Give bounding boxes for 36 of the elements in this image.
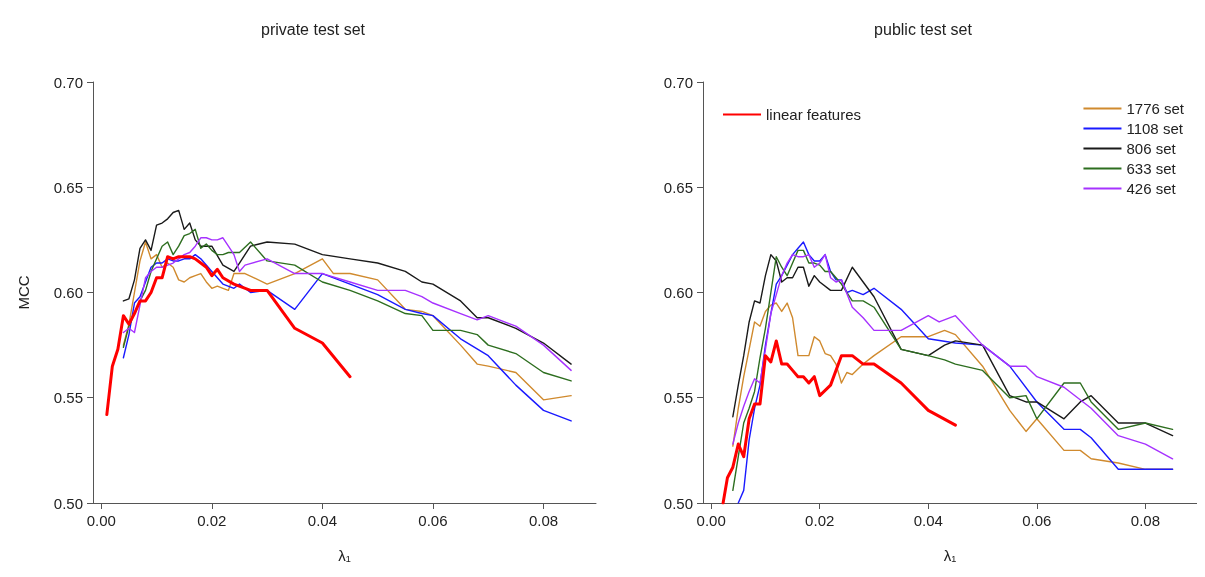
- y-tick-label: 0.65: [663, 178, 693, 196]
- line-series: [122, 209, 572, 365]
- legend-label: linear features: [766, 106, 862, 123]
- legend-label: 426 set: [1126, 180, 1177, 197]
- x-tick-label: 0.04: [307, 512, 337, 529]
- x-axis-title: λ₁: [338, 547, 351, 564]
- x-tick-label: 0.06: [418, 512, 448, 529]
- line-series: [105, 255, 352, 417]
- y-tick-label: 0.60: [53, 284, 83, 301]
- x-tick-label: 0.06: [1022, 512, 1052, 529]
- y-tick-label: 0.55: [53, 389, 83, 407]
- x-tick-label: 0.02: [805, 512, 835, 529]
- x-tick-label: 0.04: [913, 512, 943, 529]
- legend-label: 806 set: [1126, 140, 1177, 157]
- y-axis-title: MCC: [15, 275, 32, 310]
- x-tick-label: 0.00: [86, 512, 116, 529]
- y-tick-label: 0.60: [663, 284, 693, 301]
- x-tick-label: 0.00: [696, 512, 726, 529]
- y-tick-label: 0.70: [53, 73, 83, 91]
- x-tick-label: 0.08: [528, 512, 559, 529]
- y-tick-label: 0.50: [53, 494, 83, 512]
- y-tick-label: 0.55: [663, 389, 693, 407]
- x-tick-label: 0.08: [1130, 512, 1161, 529]
- line-series: [122, 253, 572, 422]
- x-axis-title: λ₁: [943, 547, 957, 564]
- x-tick-label: 0.02: [197, 512, 227, 529]
- line-series: [122, 241, 572, 401]
- legend-label: 633 set: [1126, 160, 1177, 177]
- y-tick-label: 0.50: [663, 494, 693, 512]
- chart-title: private test set: [260, 20, 366, 38]
- y-tick-label: 0.70: [663, 73, 693, 91]
- legend-label: 1108 set: [1126, 120, 1184, 137]
- line-series: [721, 339, 957, 505]
- legend-label: 1776 set: [1126, 100, 1185, 117]
- y-tick-label: 0.65: [53, 178, 83, 196]
- chart-title: public test set: [874, 20, 973, 38]
